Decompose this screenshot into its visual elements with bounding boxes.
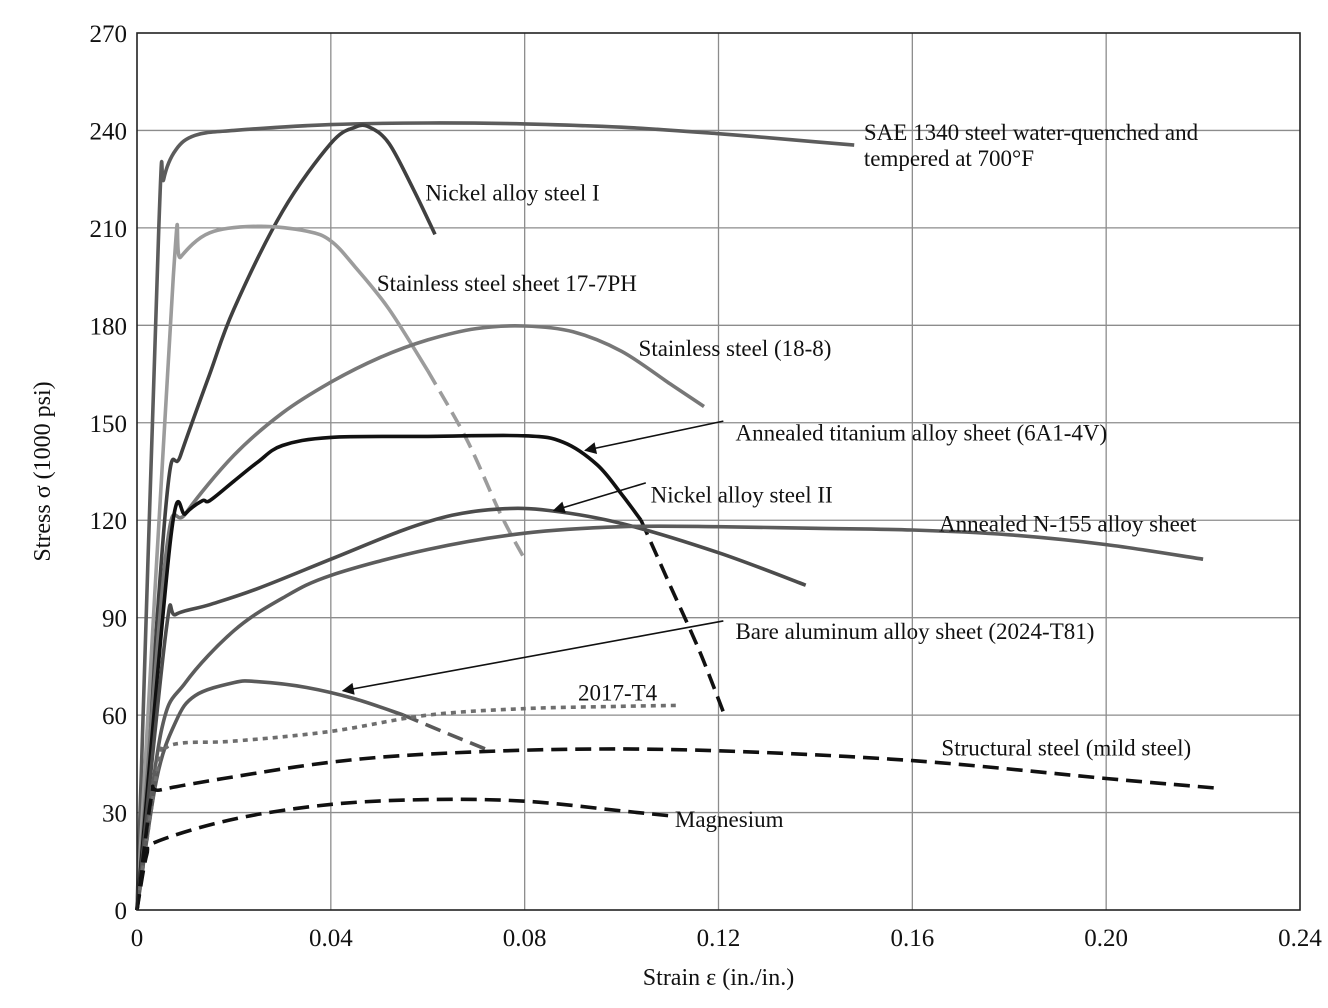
x-tick-label: 0.12 xyxy=(697,925,741,952)
series-line-bare-aluminum-alloy-sheet-2024-t81-dashed xyxy=(402,713,487,751)
series-line-nickel-alloy-steel-i xyxy=(135,123,437,911)
y-tick-label: 60 xyxy=(102,703,127,730)
leader-lines xyxy=(341,420,724,695)
y-tick-label: 210 xyxy=(90,216,128,243)
y-tick-label: 180 xyxy=(90,313,128,340)
series-line-annealed-titanium-alloy-sheet-6a1-4v xyxy=(135,433,643,911)
series-line-magnesium xyxy=(135,797,671,911)
x-tick-label: 0 xyxy=(131,925,144,952)
y-tick-labels: 0 30 60 90 120 150 180 210 240 270 xyxy=(90,21,128,925)
curve-label: Stainless steel (18-8) xyxy=(639,336,832,361)
curve-label: tempered at 700°F xyxy=(864,146,1034,171)
plot-frame xyxy=(136,32,1301,911)
curve-label: Annealed N-155 alloy sheet xyxy=(939,512,1197,537)
x-axis-title: Strain ε (in./in.) xyxy=(643,965,794,991)
leader-arrow xyxy=(341,620,724,695)
x-tick-label: 0.04 xyxy=(309,925,353,952)
y-tick-label: 120 xyxy=(90,508,128,535)
curve-label: Structural steel (mild steel) xyxy=(941,736,1191,761)
series-line-annealed-n-155-alloy-sheet xyxy=(135,524,1204,911)
x-tick-label: 0.08 xyxy=(503,925,547,952)
series-line-structural-steel-mild-steel xyxy=(135,747,1218,911)
grid xyxy=(137,33,1300,910)
leader-arrow xyxy=(552,482,647,514)
series-line-stainless-steel-18-8 xyxy=(135,324,705,911)
curve-label: Nickel alloy steel I xyxy=(425,180,599,205)
series-line-stainless-steel-sheet-17-7ph xyxy=(135,223,430,911)
curve-label: 2017-T4 xyxy=(578,680,658,705)
y-tick-label: 30 xyxy=(102,801,127,828)
y-tick-label: 150 xyxy=(90,411,128,438)
curves xyxy=(135,121,1218,911)
series-line-sae-1340-steel-water-quenched-and-tempered-at-700-f xyxy=(135,121,855,911)
series-line-2017-t4 xyxy=(135,703,680,911)
y-axis-title: Stress σ (1000 psi) xyxy=(30,381,56,561)
series-line-nickel-alloy-steel-ii xyxy=(135,506,807,911)
y-tick-label: 240 xyxy=(90,118,128,145)
curve-label: Stainless steel sheet 17-7PH xyxy=(377,271,637,296)
curve-label: Annealed titanium alloy sheet (6A1-4V) xyxy=(735,421,1107,446)
curve-label: Bare aluminum alloy sheet (2024-T81) xyxy=(735,619,1094,644)
series-line-annealed-titanium-alloy-sheet-6a1-4v-dashed xyxy=(639,519,725,713)
leader-arrow xyxy=(584,420,724,455)
x-tick-label: 0.16 xyxy=(890,925,934,952)
x-tick-label: 0.24 xyxy=(1278,925,1322,952)
curve-labels: SAE 1340 steel water-quenched andtempere… xyxy=(377,120,1199,832)
series-line-stainless-steel-sheet-17-7ph-dashed xyxy=(426,369,527,561)
x-tick-labels: 0 0.04 0.08 0.12 0.16 0.20 0.24 xyxy=(131,925,1323,952)
x-tick-label: 0.20 xyxy=(1084,925,1128,952)
curve-label: Magnesium xyxy=(675,807,784,832)
y-tick-label: 0 xyxy=(115,898,128,925)
curve-label: Nickel alloy steel II xyxy=(651,482,833,507)
curve-label: SAE 1340 steel water-quenched and xyxy=(864,120,1199,145)
y-tick-label: 270 xyxy=(90,21,128,48)
y-tick-label: 90 xyxy=(102,606,127,633)
